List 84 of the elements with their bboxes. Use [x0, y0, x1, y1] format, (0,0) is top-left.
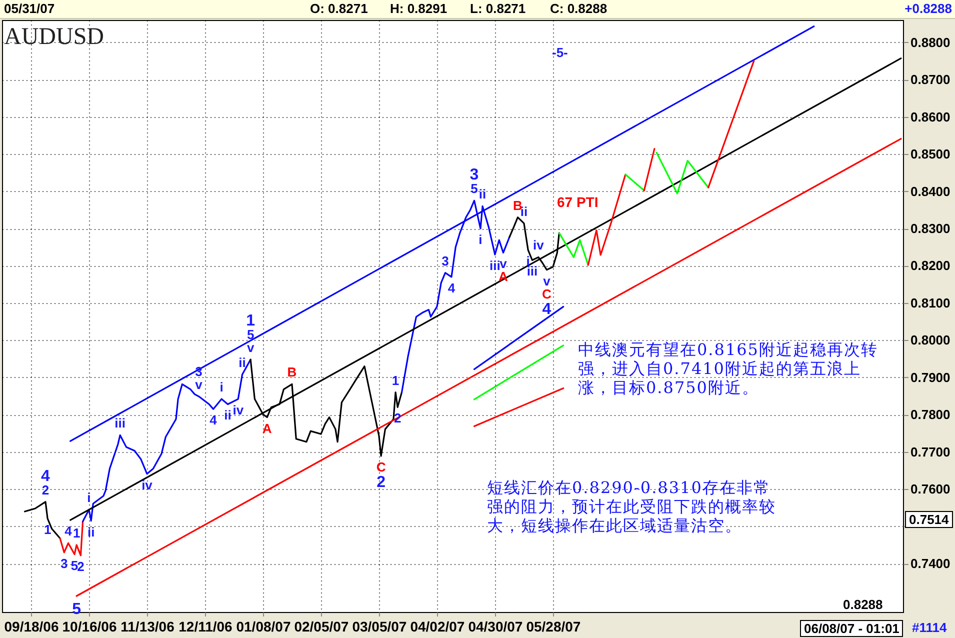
annotation: v [543, 273, 552, 288]
text: O: 0.8271 [310, 1, 368, 16]
annotation: i [478, 232, 482, 248]
text: 06/08/07 - 01:01 [800, 620, 904, 637]
annotation: 0.8288 [843, 597, 883, 612]
annotation: 5 [70, 558, 78, 573]
y-tick-label: 0.8400 [910, 184, 950, 199]
annotation: 3 [470, 166, 479, 184]
y-tick-label: 0.8600 [910, 109, 950, 124]
x-tick-label: 04/02/07 [410, 618, 465, 634]
annotation: ii [87, 524, 95, 540]
y-tick-label: 0.8200 [910, 258, 950, 274]
annotation: 2 [376, 474, 386, 491]
y-tick-label: 0.7600 [910, 482, 950, 497]
y-tick-label: 0.7900 [910, 370, 950, 385]
y-tick-label: 0.8100 [910, 295, 950, 310]
annotation: 1 [72, 525, 80, 540]
annotation: v [195, 376, 204, 392]
text: C: 0.8288 [550, 1, 608, 16]
y-tick-label: 0.8800 [910, 34, 950, 50]
annotation: C [542, 286, 552, 302]
annotation: 短线汇价在0.8290-0.8310存在非常强的阻力，预计在此受阻下跌的概率较大，短线操作在此区域适量沽空。 [487, 478, 777, 535]
annotation: ii [520, 204, 528, 219]
text: H: 0.8291 [390, 1, 448, 16]
annotation: 3 [60, 556, 68, 571]
line-series [82, 358, 252, 522]
text: 0.7514 [905, 511, 953, 528]
annotation: B [513, 198, 522, 213]
x-tick-label: 04/30/07 [468, 618, 523, 634]
chart-title: AUDUSD [4, 24, 104, 51]
annotation: 4 [210, 412, 218, 428]
y-tick-label: 0.7400 [910, 556, 950, 572]
annotation: 3 [442, 253, 449, 268]
text: 05/31/07 [4, 1, 55, 16]
annotation: 1 [246, 312, 256, 330]
annotation: -5- [552, 45, 568, 60]
annotation: i [87, 490, 91, 506]
annotation: 67 PTI [557, 194, 598, 210]
x-tick-label: 05/28/07 [526, 618, 581, 634]
x-tick-label: 09/18/06 [4, 618, 59, 634]
annotation: C [376, 459, 386, 474]
annotation: 1 [44, 522, 52, 538]
y-tick-label: 0.8000 [910, 332, 950, 348]
line-series [400, 200, 510, 394]
annotation: iii [114, 416, 126, 431]
annotation: 4 [41, 468, 50, 485]
x-tick-label: 11/13/06 [120, 618, 175, 634]
x-tick-label: 10/16/06 [62, 618, 117, 634]
annotation: iv [232, 402, 244, 418]
annotation: iv [142, 477, 154, 492]
annotation: B [287, 364, 297, 380]
text: +0.8288 [904, 1, 952, 16]
annotation: 4 [64, 524, 73, 539]
annotation: 2 [77, 558, 84, 574]
annotation: v [500, 256, 508, 272]
annotation: 5 [246, 327, 254, 342]
annotation: 1 [392, 372, 400, 388]
x-tick-label: 12/11/06 [178, 618, 233, 634]
text: L: 0.8271 [470, 1, 526, 16]
annotation: 中线澳元有望在0.8165附近起稳再次转强，进入自0.7410附近起的第五浪上涨，目标0.8750附近。 [578, 340, 878, 397]
y-tick-label: 0.7700 [910, 444, 950, 460]
annotation: i [220, 380, 224, 395]
line-series [59, 520, 84, 556]
annotation: 2 [42, 482, 50, 498]
annotation: ii [478, 186, 486, 202]
y-tick-label: 0.8700 [910, 72, 950, 88]
line-series [558, 232, 589, 266]
y-tick-label: 0.8500 [910, 146, 950, 162]
annotation: 4 [448, 280, 456, 296]
y-tick-label: 0.8300 [910, 221, 950, 236]
x-tick-label: 01/08/07 [236, 618, 291, 634]
annotation: A [262, 420, 272, 436]
annotation: v [246, 340, 255, 356]
text: #1114 [912, 620, 947, 635]
annotation: ii [224, 408, 232, 423]
annotation: ii [238, 354, 246, 370]
line-series [656, 152, 710, 194]
x-tick-label: 03/05/07 [352, 618, 407, 634]
y-tick-label: 0.7800 [910, 407, 950, 422]
annotation: 4 [542, 300, 552, 318]
annotation: iv [533, 238, 545, 253]
x-tick-label: 02/05/07 [294, 618, 349, 634]
annotation: iii [490, 258, 500, 274]
annotation: 5 [470, 181, 478, 196]
